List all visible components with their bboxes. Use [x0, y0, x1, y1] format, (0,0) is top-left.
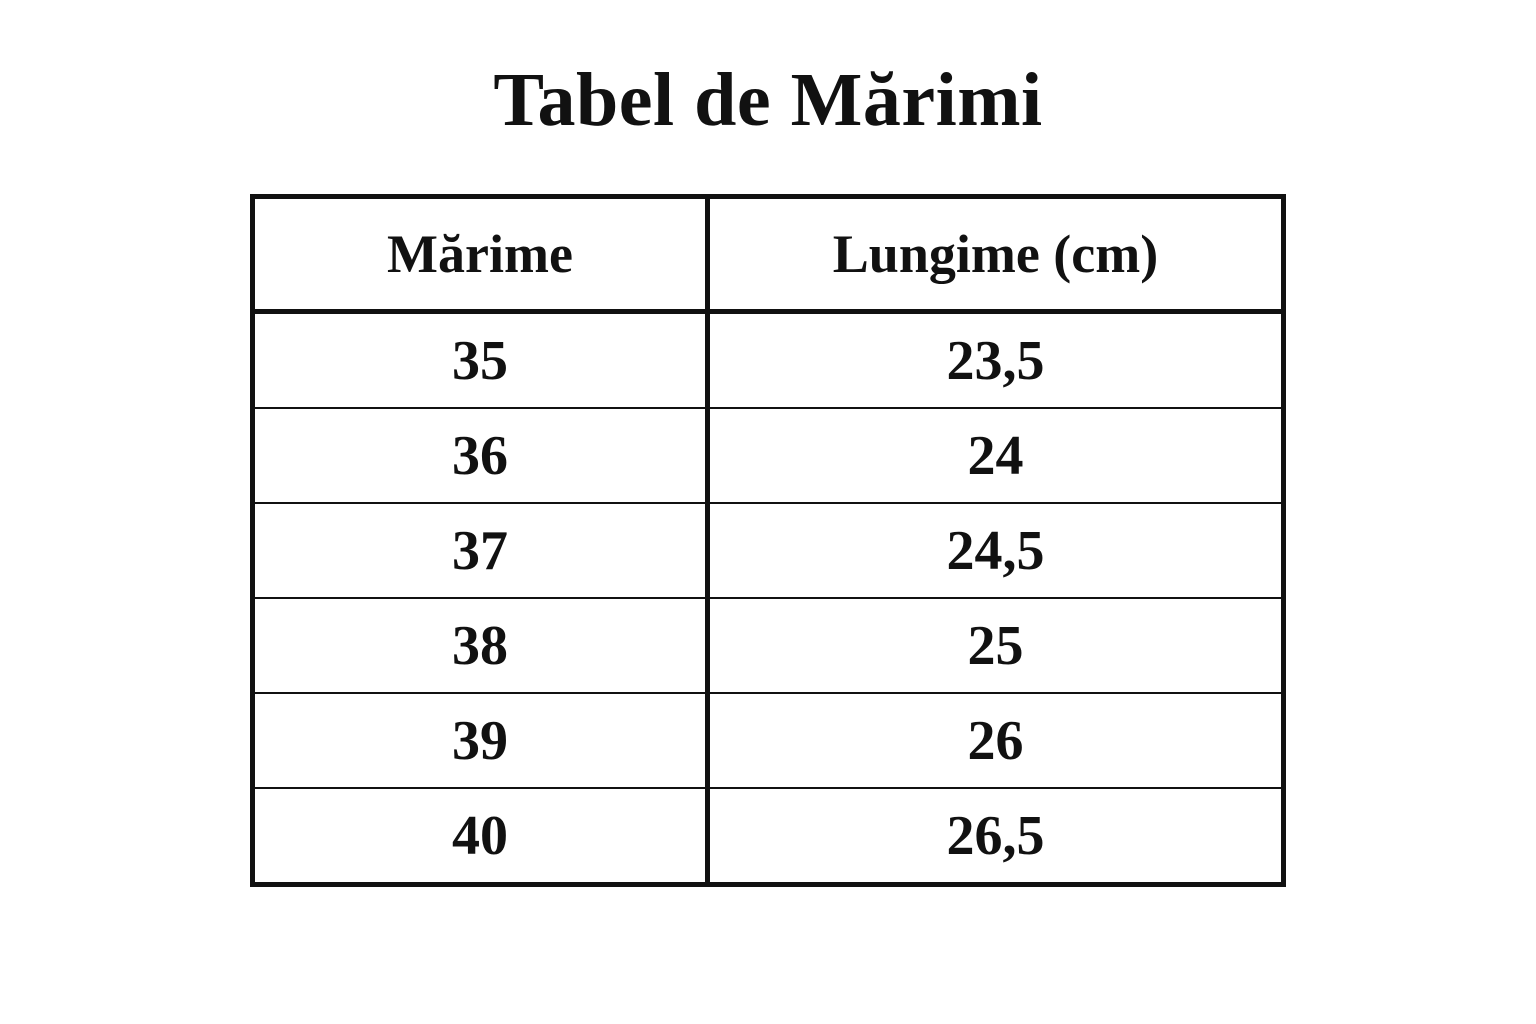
table-row: 36 24 [252, 407, 1284, 504]
table-header-row: Mărime Lungime (cm) [252, 196, 1284, 315]
column-header-marime: Mărime [252, 196, 710, 315]
cell-marime: 38 [252, 597, 710, 694]
cell-lungime: 24,5 [707, 502, 1284, 599]
table-row: 39 26 [252, 692, 1284, 789]
table-row: 40 26,5 [252, 787, 1284, 885]
column-header-lungime: Lungime (cm) [707, 196, 1284, 315]
cell-lungime: 25 [707, 597, 1284, 694]
cell-marime: 37 [252, 502, 710, 599]
cell-marime: 35 [252, 310, 710, 409]
page-title: Tabel de Mărimi [493, 58, 1043, 142]
cell-lungime: 26 [707, 692, 1284, 789]
table-row: 35 23,5 [252, 310, 1284, 409]
cell-marime: 36 [252, 407, 710, 504]
cell-marime: 40 [252, 787, 710, 885]
cell-marime: 39 [252, 692, 710, 789]
table-row: 37 24,5 [252, 502, 1284, 599]
cell-lungime: 24 [707, 407, 1284, 504]
cell-lungime: 26,5 [707, 787, 1284, 885]
table-row: 38 25 [252, 597, 1284, 694]
cell-lungime: 23,5 [707, 310, 1284, 409]
size-table: Mărime Lungime (cm) 35 23,5 36 24 37 24,… [250, 194, 1286, 888]
